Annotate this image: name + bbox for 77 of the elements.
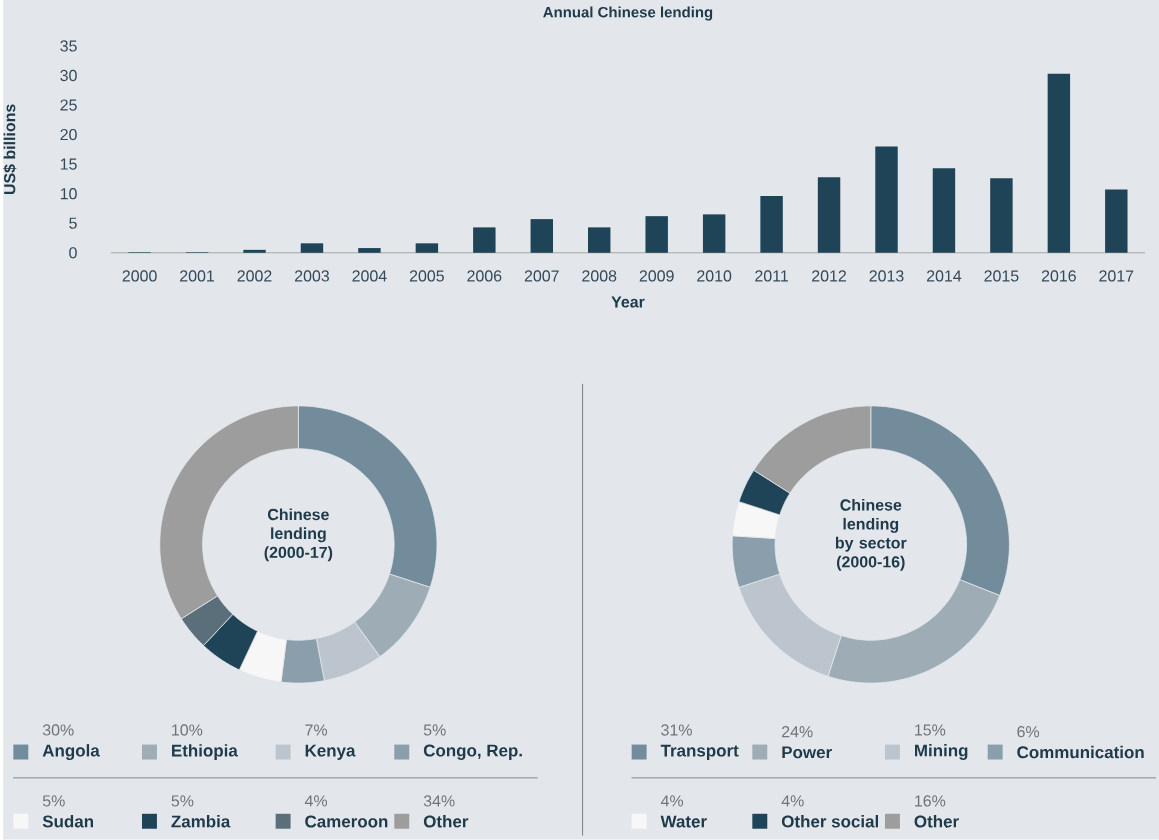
legend-label: Power [782,746,832,759]
legend-label: Other [423,815,469,828]
data-label: 6% [1017,726,1040,738]
x-tick-label: 2001 [180,270,215,282]
x-tick-label: 2013 [869,270,904,282]
y-tick-label: 30 [60,70,77,82]
legend-label: Angola [42,744,100,761]
data-label: 15% [915,724,946,736]
legend-label: Sudan [42,815,94,828]
bar [588,227,611,253]
legend-label: Cameroon [305,815,388,828]
x-tick-label: 2005 [409,270,444,282]
data-label: 30% [42,724,74,736]
x-tick-label: 2007 [524,270,559,282]
y-tick-label: 25 [60,99,77,111]
y-tick-label: 35 [60,40,77,52]
data-label: 4% [781,795,804,807]
bar [300,243,324,253]
y-tick-label: 15 [60,158,77,170]
data-label: 5% [171,795,194,807]
data-label: 34% [423,795,455,807]
data-label: 31% [661,724,692,736]
x-tick-label: 2002 [237,270,272,282]
legend-label: Other [914,815,959,828]
x-tick-label: 2003 [295,270,329,282]
legend-label: Mining [915,744,968,761]
data-label: 10% [172,724,203,736]
legend-label: Kenya [305,744,356,761]
data-label: 5% [423,724,446,736]
x-tick-label: 2014 [927,270,962,282]
data-label: 4% [304,795,328,807]
legend-label: Water [660,815,707,828]
bar [243,250,266,253]
x-tick-label: 2008 [582,270,617,282]
bar [473,227,496,253]
x-tick-label: 2016 [1041,270,1076,282]
text: Chinese lending (2000-17) [264,508,333,562]
y-axis-title: US$ billions [3,104,17,195]
data-label: 16% [915,795,946,807]
bar [1047,73,1071,253]
legend-label: Communication [1017,746,1144,759]
legend-label: Transport [660,744,739,761]
legend-label: Other social [781,815,879,828]
x-tick-label: 2011 [755,270,788,282]
data-label: 7% [305,724,328,736]
bar [702,214,726,253]
chart-title: Annual Chinese lending [543,6,713,21]
y-tick-label: 20 [60,129,77,141]
bar [358,248,381,253]
bar [990,178,1013,253]
y-tick-label: 0 [69,247,77,259]
data-label: 24% [782,726,813,738]
x-tick-label: 2015 [984,270,1019,282]
bar [1105,189,1128,253]
legend-label: Zambia [171,815,231,828]
bar [760,196,783,253]
bar [415,243,439,253]
x-tick-label: 2006 [467,270,502,282]
x-tick-label: 2012 [812,270,846,282]
y-tick-label: 10 [60,188,77,200]
x-tick-label: 2004 [352,270,387,282]
bar [875,146,898,253]
data-label: 4% [660,795,684,807]
data-label: 5% [42,795,65,807]
x-tick-label: 2017 [1099,270,1134,282]
x-tick-label: 2009 [639,270,674,282]
bar [932,168,956,253]
bar [817,177,841,253]
bar [530,219,553,253]
legend-label: Congo, Rep. [423,744,522,761]
bar [645,216,668,253]
y-tick-label: 5 [69,217,77,229]
x-tick-label: 2010 [697,270,732,282]
x-tick-label: 2000 [122,270,157,282]
legend-label: Ethiopia [172,744,238,761]
text: Chinese lending by sector (2000-16) [835,499,907,571]
x-axis-title: Year [611,296,645,308]
